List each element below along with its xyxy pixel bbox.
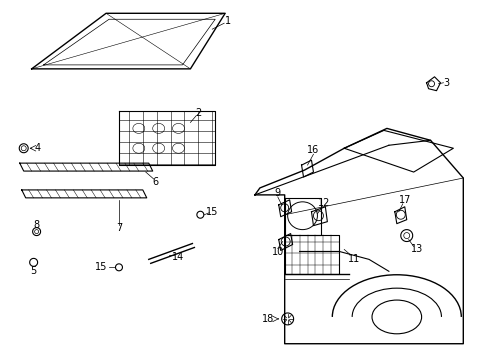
Text: 18: 18 [261,314,273,324]
Text: 14: 14 [172,252,184,262]
Text: 1: 1 [224,16,231,26]
Text: 17: 17 [398,195,410,205]
Text: 11: 11 [347,255,360,264]
Text: 7: 7 [116,222,122,233]
Text: 13: 13 [410,244,422,255]
Text: 10: 10 [271,247,284,257]
Text: 16: 16 [307,145,319,155]
Text: 4: 4 [35,143,41,153]
Text: 6: 6 [152,177,159,187]
Text: 15: 15 [95,262,107,272]
Text: 9: 9 [274,188,280,198]
Text: 3: 3 [443,78,448,88]
Text: 5: 5 [30,266,37,276]
Text: 8: 8 [34,220,40,230]
Text: 2: 2 [195,108,201,117]
Text: 15: 15 [205,207,218,217]
Text: 12: 12 [318,198,330,208]
